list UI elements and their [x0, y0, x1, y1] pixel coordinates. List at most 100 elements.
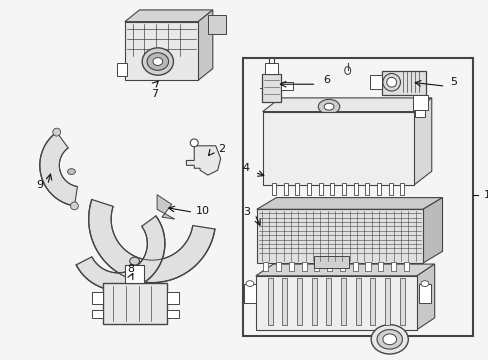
- Polygon shape: [314, 262, 319, 271]
- Ellipse shape: [142, 48, 173, 75]
- Bar: [264, 63, 278, 75]
- Bar: [207, 15, 225, 34]
- Polygon shape: [340, 278, 346, 325]
- Polygon shape: [388, 183, 392, 195]
- Ellipse shape: [129, 257, 139, 265]
- Ellipse shape: [376, 329, 402, 349]
- Polygon shape: [275, 262, 281, 271]
- Polygon shape: [311, 278, 316, 325]
- Text: 4: 4: [243, 163, 249, 173]
- Polygon shape: [283, 183, 287, 195]
- Polygon shape: [365, 262, 370, 271]
- Polygon shape: [124, 10, 212, 22]
- Ellipse shape: [318, 99, 339, 114]
- Ellipse shape: [370, 325, 407, 354]
- Ellipse shape: [53, 128, 61, 136]
- Polygon shape: [325, 278, 331, 325]
- Ellipse shape: [70, 202, 78, 210]
- Text: 10: 10: [196, 206, 210, 216]
- Ellipse shape: [190, 139, 198, 147]
- Bar: [418, 284, 430, 303]
- Bar: [243, 58, 472, 336]
- Ellipse shape: [420, 281, 428, 287]
- Polygon shape: [301, 262, 306, 271]
- Bar: [412, 95, 427, 110]
- Polygon shape: [326, 262, 331, 271]
- Polygon shape: [384, 278, 389, 325]
- Polygon shape: [422, 198, 442, 263]
- Bar: [341, 148, 350, 156]
- Bar: [91, 292, 103, 304]
- Polygon shape: [377, 262, 383, 271]
- Polygon shape: [296, 278, 302, 325]
- Polygon shape: [413, 98, 431, 185]
- Bar: [166, 310, 178, 318]
- Ellipse shape: [382, 73, 400, 91]
- Ellipse shape: [153, 58, 163, 66]
- Bar: [244, 284, 255, 303]
- Text: 7: 7: [151, 89, 159, 99]
- Polygon shape: [295, 183, 299, 195]
- Bar: [414, 110, 424, 117]
- Polygon shape: [288, 262, 293, 271]
- Ellipse shape: [147, 53, 168, 70]
- Bar: [381, 71, 425, 95]
- Polygon shape: [403, 262, 408, 271]
- Polygon shape: [352, 262, 357, 271]
- Ellipse shape: [386, 77, 396, 87]
- Polygon shape: [339, 262, 345, 271]
- Bar: [103, 283, 166, 324]
- Polygon shape: [198, 10, 212, 80]
- Bar: [117, 63, 126, 76]
- Polygon shape: [306, 183, 310, 195]
- Text: 8: 8: [127, 264, 134, 274]
- Polygon shape: [399, 183, 404, 195]
- Polygon shape: [399, 278, 404, 325]
- Polygon shape: [318, 183, 322, 195]
- Polygon shape: [329, 183, 334, 195]
- Polygon shape: [263, 262, 268, 271]
- Polygon shape: [262, 98, 431, 112]
- Bar: [166, 292, 178, 304]
- Polygon shape: [282, 278, 287, 325]
- Bar: [281, 82, 292, 90]
- Polygon shape: [255, 276, 416, 329]
- Polygon shape: [376, 183, 380, 195]
- Polygon shape: [157, 195, 174, 219]
- Text: 5: 5: [449, 77, 456, 87]
- Text: 2: 2: [217, 144, 224, 154]
- Polygon shape: [416, 264, 434, 329]
- Polygon shape: [88, 199, 215, 283]
- Bar: [261, 75, 281, 102]
- Ellipse shape: [341, 139, 350, 150]
- Text: 9: 9: [37, 180, 43, 190]
- Polygon shape: [255, 264, 434, 276]
- Polygon shape: [256, 198, 442, 209]
- Polygon shape: [124, 22, 198, 80]
- Text: 6: 6: [323, 75, 329, 85]
- Polygon shape: [369, 278, 375, 325]
- Polygon shape: [355, 278, 360, 325]
- Bar: [124, 265, 144, 283]
- Polygon shape: [262, 112, 413, 185]
- Text: 1: 1: [483, 190, 488, 200]
- Ellipse shape: [382, 334, 396, 345]
- Polygon shape: [390, 262, 395, 271]
- Polygon shape: [256, 209, 422, 263]
- Ellipse shape: [245, 281, 253, 287]
- Polygon shape: [40, 132, 77, 206]
- Ellipse shape: [324, 103, 333, 110]
- Ellipse shape: [344, 67, 350, 75]
- Polygon shape: [186, 146, 220, 175]
- Polygon shape: [353, 183, 357, 195]
- Bar: [91, 310, 103, 318]
- Bar: [314, 256, 348, 268]
- Polygon shape: [76, 216, 164, 291]
- Text: 3: 3: [243, 207, 249, 217]
- Bar: [369, 75, 381, 89]
- Ellipse shape: [67, 169, 75, 175]
- Polygon shape: [341, 183, 346, 195]
- Polygon shape: [365, 183, 368, 195]
- Polygon shape: [267, 278, 272, 325]
- Polygon shape: [271, 183, 276, 195]
